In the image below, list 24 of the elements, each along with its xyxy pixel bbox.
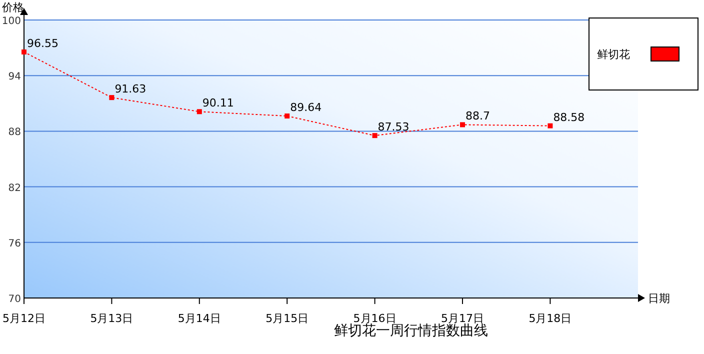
y-tick-label: 94 (8, 72, 21, 83)
y-tick-label: 76 (8, 238, 21, 250)
x-tick-label: 5月15日 (266, 312, 309, 325)
text: 鲜切花一周行情指数曲线 (334, 323, 488, 339)
x-tick-label: 5月13日 (90, 312, 134, 325)
x-tick-label: 5月17日 (441, 312, 484, 325)
x-axis-title: 日期 (648, 292, 670, 305)
data-label: 90.11 (202, 96, 234, 110)
data-label: 96.55 (27, 36, 58, 50)
x-tick-label: 5月12日 (2, 312, 46, 325)
y-tick-label: 82 (8, 182, 21, 194)
data-label: 88.7 (466, 110, 490, 123)
x-tick-label: 5月16日 (353, 312, 396, 325)
y-tick-label: 88 (8, 127, 21, 138)
data-label: 89.64 (290, 101, 322, 114)
data-label: 88.58 (553, 110, 585, 124)
y-tick-label: 70 (8, 294, 21, 305)
legend-label: 鲜切花 (597, 48, 630, 61)
y-tick-label: 100 (2, 16, 21, 27)
x-tick-label: 5月14日 (178, 312, 221, 325)
y-axis-title: 价格 (1, 1, 24, 14)
data-label: 91.63 (114, 82, 146, 96)
x-tick-label: 5月18日 (528, 312, 572, 325)
data-label: 87.53 (378, 120, 410, 134)
